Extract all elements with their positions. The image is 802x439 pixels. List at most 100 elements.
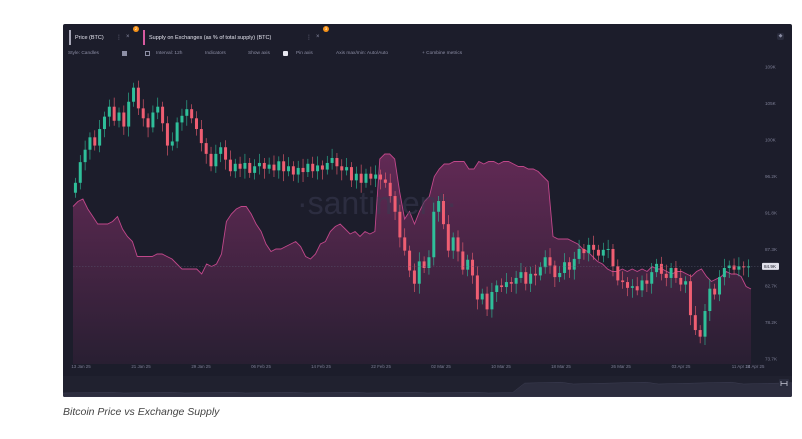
candle-body: [504, 282, 508, 288]
candle-body: [374, 174, 378, 179]
candle-body: [446, 224, 450, 251]
candle-body: [141, 108, 145, 119]
y-tick-label: 100K: [765, 138, 777, 143]
x-tick-label: 18 Mar 25: [551, 364, 571, 369]
candle-body: [640, 280, 644, 291]
candle-body: [117, 112, 121, 121]
y-tick-label: 91.8K: [765, 211, 778, 216]
x-tick-label: 29 Jan 25: [191, 364, 211, 369]
chart-svg: ·santiment· 109K 105K 100K 96.2K 91.8K 87.3K 8…: [63, 65, 792, 397]
candle-body: [325, 162, 329, 170]
y-tick-label: 73.7K: [765, 357, 778, 362]
indicators-dropdown[interactable]: Indicators: [205, 51, 226, 56]
last-price-label: 84.9K: [764, 264, 777, 269]
show-axis-toggle[interactable]: Show axis: [248, 51, 270, 56]
y-tick-label: 78.2K: [765, 320, 778, 325]
candle-body: [224, 147, 228, 160]
tab-supply[interactable]: Supply on Exchanges (as % of total suppl…: [143, 30, 303, 45]
y-tick-label: 105K: [765, 101, 777, 106]
tab-supply-menu-icon[interactable]: ⋮: [306, 35, 313, 41]
candle-body: [616, 266, 620, 281]
candle-body: [621, 280, 625, 283]
axis-minmax-selector[interactable]: Axis max/min: Auto/Auto: [336, 51, 388, 56]
candle-body: [107, 106, 111, 117]
tab-supply-close-icon[interactable]: ×: [316, 34, 320, 40]
candle-body: [674, 268, 678, 278]
candle-body: [422, 261, 426, 269]
candle-body: [369, 173, 373, 179]
candle-body: [243, 162, 247, 169]
supply-area-line: [72, 153, 752, 290]
candle-body: [485, 293, 489, 310]
candle-body: [180, 115, 184, 123]
candle-body: [345, 167, 349, 171]
candle-body: [698, 330, 702, 337]
pin-axis-toggle[interactable]: Pin axis: [296, 51, 313, 56]
candle-body: [393, 196, 397, 212]
candle-body: [708, 288, 712, 312]
candle-body: [185, 109, 189, 116]
x-tick-label: 14 Apr 25: [746, 364, 765, 369]
style-selector[interactable]: Style: Candles: [68, 51, 99, 56]
candle-body: [601, 249, 605, 256]
candle-body: [156, 106, 160, 113]
x-tick-label: 02 Mar 25: [431, 364, 451, 369]
candle-body: [533, 273, 537, 276]
candle-body: [301, 167, 305, 173]
tab-price-badge: 2: [133, 26, 139, 32]
candle-body: [146, 118, 150, 128]
last-price-badge: [762, 262, 779, 270]
candle-body: [655, 263, 659, 273]
navigator-area: [63, 381, 792, 397]
candle-body: [73, 182, 77, 193]
candle-body: [650, 272, 654, 284]
candle-body: [88, 137, 92, 150]
candle-body: [703, 311, 707, 337]
x-axis: 13 Jan 25 21 Jan 25 29 Jan 25 06 Feb 25 14 F…: [71, 364, 765, 369]
y-axis: 109K 105K 100K 96.2K 91.8K 87.3K 82.7K 78.2K 73.…: [73, 65, 779, 362]
tab-price-menu-icon[interactable]: ⋮: [116, 35, 123, 41]
candle-body: [122, 112, 126, 127]
candle-body: [727, 265, 731, 269]
candle-body: [475, 275, 479, 300]
color-selector[interactable]: ˅: [122, 51, 127, 56]
candle-body: [379, 174, 383, 180]
candle-body: [693, 315, 697, 331]
candle-body: [267, 164, 271, 169]
candle-body: [306, 163, 310, 173]
candle-body: [495, 285, 499, 292]
interval-selector[interactable]: Interval: 12h: [156, 51, 183, 56]
x-tick-label: 26 Mar 25: [611, 364, 631, 369]
candle-body: [204, 143, 208, 154]
tab-price-close-icon[interactable]: ×: [126, 34, 130, 40]
candle-body: [538, 267, 542, 276]
tab-supply-label: Supply on Exchanges (as % of total suppl…: [149, 34, 272, 41]
candle-body: [214, 153, 218, 167]
candle-body: [112, 106, 116, 121]
candle-body: [563, 262, 567, 273]
candle-body: [461, 251, 465, 270]
candle-body: [403, 237, 407, 251]
candle-body: [219, 147, 223, 154]
candle-body: [737, 266, 741, 270]
combine-metrics-button[interactable]: + Combine metrics: [422, 51, 463, 56]
candle-body: [330, 157, 334, 163]
navigator-strip[interactable]: [63, 376, 792, 397]
candle-body: [630, 286, 634, 288]
price-candles-layer: [73, 80, 751, 345]
candle-body: [587, 244, 591, 254]
candle-body: [398, 211, 402, 238]
candle-body: [500, 285, 504, 288]
candle-body: [441, 201, 445, 225]
candle-body: [514, 277, 518, 284]
candle-body: [713, 288, 717, 295]
candle-body: [558, 272, 562, 278]
candle-body: [471, 259, 475, 276]
candle-body: [136, 87, 140, 109]
x-tick-label: 10 Mar 25: [491, 364, 511, 369]
candle-body: [451, 237, 455, 251]
tab-price[interactable]: Price (BTC): [69, 30, 121, 45]
expand-icon[interactable]: ◆: [777, 33, 784, 40]
candle-body: [277, 161, 281, 171]
candle-body: [311, 163, 315, 172]
